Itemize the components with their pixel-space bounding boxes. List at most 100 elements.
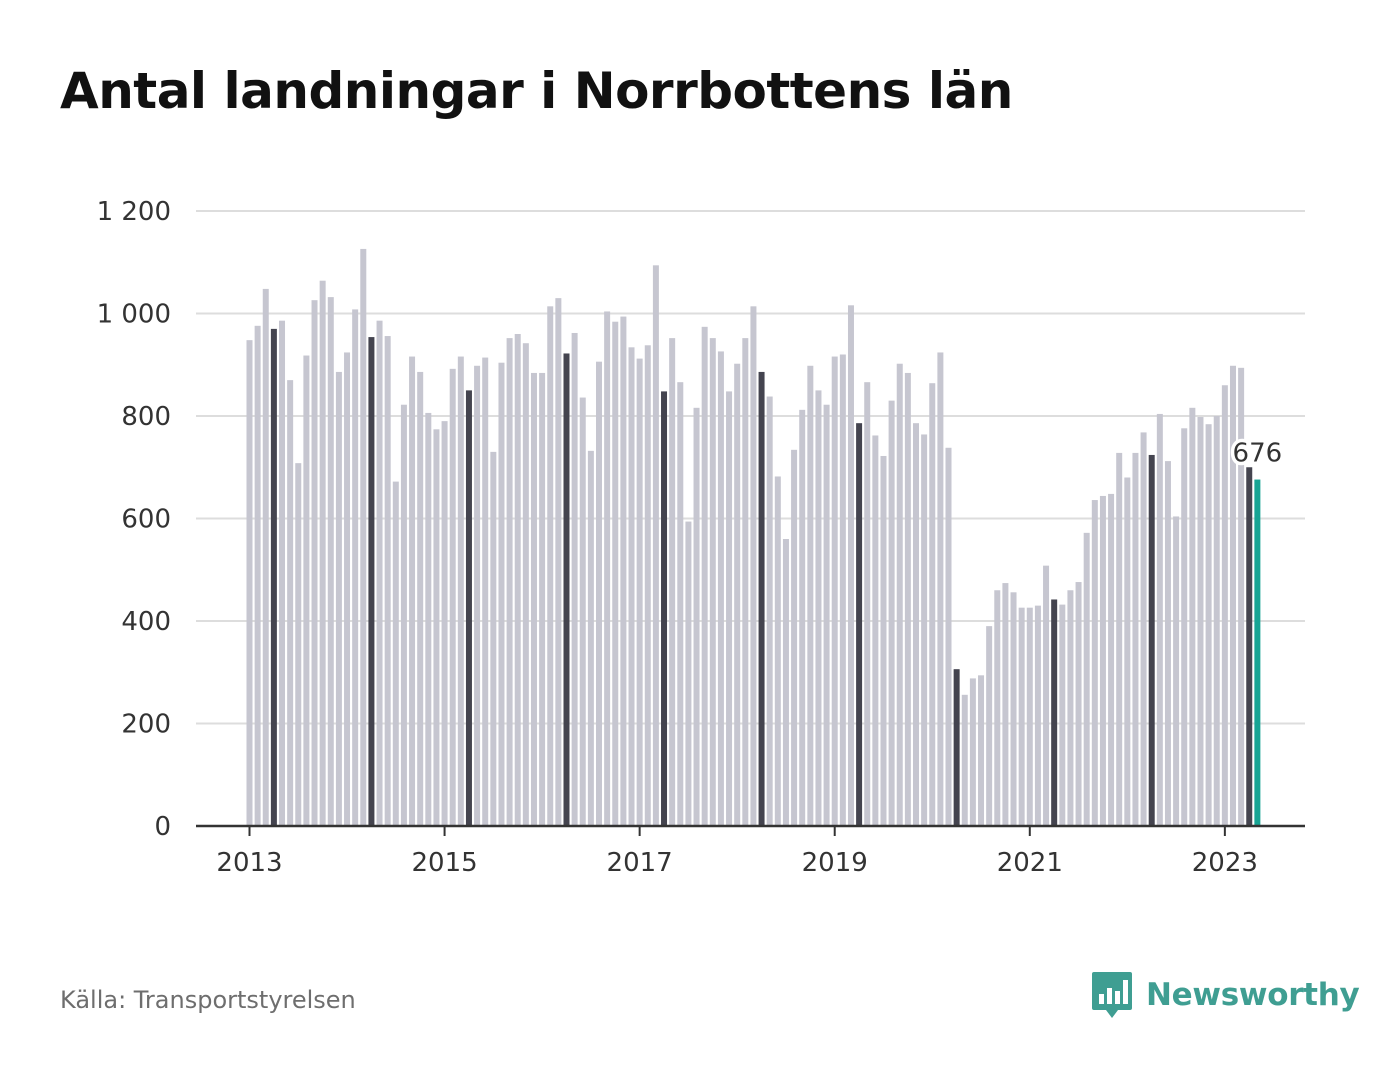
bar — [1043, 565, 1050, 826]
bar — [352, 309, 359, 826]
bar — [888, 400, 895, 826]
newsworthy-logo: Newsworthy — [1090, 970, 1360, 1020]
bar — [596, 361, 603, 826]
bar — [912, 423, 919, 826]
bar — [961, 694, 968, 826]
bar — [270, 328, 277, 826]
bar — [441, 421, 448, 826]
x-tick-label: 2023 — [1192, 848, 1258, 878]
bar — [831, 356, 838, 826]
y-tick-label: 1 200 — [97, 197, 171, 227]
bar — [287, 380, 294, 826]
y-tick-label: 800 — [121, 402, 171, 432]
bar — [303, 355, 310, 826]
bar — [409, 356, 416, 826]
bar — [1018, 607, 1025, 826]
bar — [319, 280, 326, 826]
bar — [1108, 493, 1115, 826]
bar — [620, 316, 627, 826]
bar — [847, 305, 854, 826]
bar — [539, 372, 546, 826]
bar — [661, 391, 668, 826]
bar — [726, 391, 733, 826]
bar — [677, 382, 684, 826]
bar — [457, 356, 464, 826]
bar — [1173, 516, 1180, 826]
bar — [709, 338, 716, 826]
bar — [506, 338, 513, 826]
bar — [1091, 500, 1098, 826]
bar — [368, 337, 375, 826]
bar — [1254, 479, 1261, 826]
bar — [636, 358, 643, 826]
bar — [750, 306, 757, 826]
bar — [839, 354, 846, 826]
bar — [1229, 365, 1236, 826]
bars — [246, 248, 1261, 827]
bar — [969, 678, 976, 826]
bar — [953, 669, 960, 826]
bar — [262, 288, 269, 826]
y-tick-label: 0 — [154, 812, 171, 842]
bar — [1124, 477, 1131, 826]
bar-chart: 0 200 400 600 800 1 000 1 200 2013 2015 2017 2019 2… — [97, 197, 1305, 878]
bar — [628, 347, 635, 826]
bar — [880, 455, 887, 826]
bar — [1181, 428, 1188, 826]
bar — [1026, 607, 1033, 826]
y-tick-label: 400 — [121, 607, 171, 637]
bar — [604, 311, 611, 826]
tick-labels: 0 200 400 600 800 1 000 1 200 2013 2015 2017 2019 2… — [97, 197, 1258, 878]
bar — [400, 404, 407, 826]
bar — [1205, 424, 1212, 826]
annotation: 676 — [1229, 435, 1286, 472]
bar — [1034, 605, 1041, 826]
bar — [335, 371, 342, 826]
chart-title: Antal landningar i Norrbottens län — [60, 62, 1013, 120]
bar — [1051, 599, 1058, 826]
bar — [1002, 583, 1009, 826]
bar — [1246, 467, 1253, 826]
bar — [498, 362, 505, 826]
x-axis — [196, 824, 1305, 836]
bar — [1148, 454, 1155, 826]
bar — [555, 298, 562, 826]
bar — [417, 371, 424, 826]
bar — [1156, 413, 1163, 826]
bar — [571, 332, 578, 826]
bar — [1075, 582, 1082, 826]
bar — [652, 265, 659, 826]
value-annotation: 676 — [1233, 439, 1283, 469]
y-tick-label: 200 — [121, 710, 171, 740]
bar — [579, 397, 586, 826]
bar — [482, 357, 489, 826]
bar — [994, 590, 1001, 826]
bar — [921, 434, 928, 826]
bar — [701, 326, 708, 826]
bar — [1197, 417, 1204, 826]
bar — [1059, 604, 1066, 826]
bar — [644, 345, 651, 826]
bar — [311, 300, 318, 826]
bar — [344, 352, 351, 826]
bar — [929, 383, 936, 826]
bar — [758, 371, 765, 826]
bar — [1116, 452, 1123, 826]
bar — [433, 429, 440, 826]
bar — [1164, 461, 1171, 826]
bar — [945, 447, 952, 826]
bar — [791, 449, 798, 826]
bar — [392, 481, 399, 826]
y-tick-label: 600 — [121, 505, 171, 535]
bar — [782, 539, 789, 826]
bar — [1189, 407, 1196, 826]
bar — [1238, 367, 1245, 826]
y-tick-label: 1 000 — [97, 300, 171, 330]
bar — [1067, 590, 1074, 826]
bar — [685, 521, 692, 826]
bar — [384, 336, 391, 826]
x-tick-label: 2021 — [997, 848, 1063, 878]
bar — [449, 368, 456, 826]
bar — [547, 306, 554, 826]
brand-name: Newsworthy — [1146, 977, 1360, 1013]
